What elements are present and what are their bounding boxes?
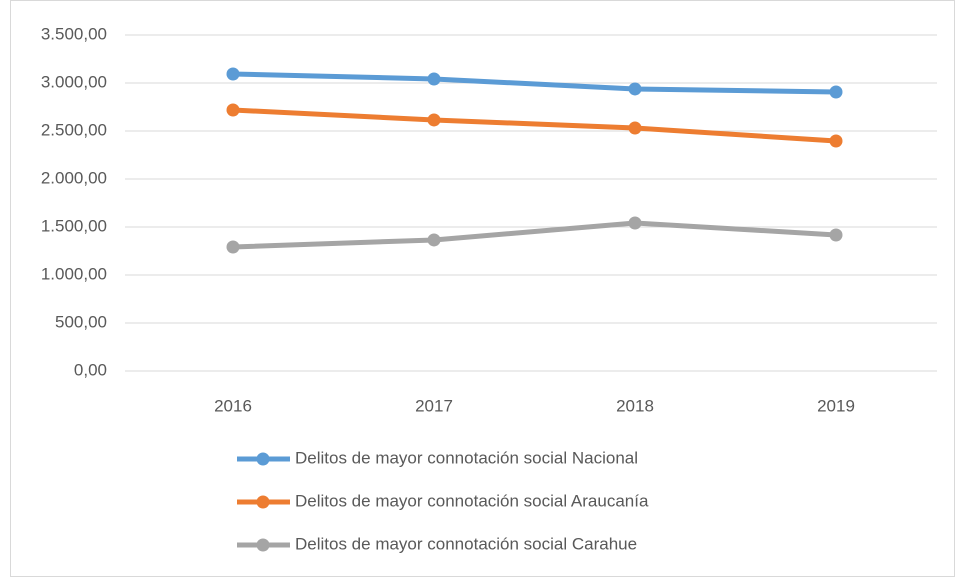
data-point — [628, 216, 642, 230]
data-point — [427, 113, 441, 127]
legend-marker — [256, 452, 270, 466]
x-tick-label: 2019 — [817, 396, 855, 415]
legend-label: Delitos de mayor connotación social Naci… — [295, 448, 638, 467]
data-point — [226, 240, 240, 254]
x-tick-label: 2018 — [616, 396, 654, 415]
y-tick-label: 2.500,00 — [41, 120, 107, 139]
legend-marker — [256, 495, 270, 509]
legend-label: Delitos de mayor connotación social Arau… — [295, 491, 649, 510]
data-point — [628, 82, 642, 96]
data-point — [829, 134, 843, 148]
y-tick-label: 2.000,00 — [41, 168, 107, 187]
y-tick-label: 500,00 — [55, 312, 107, 331]
y-tick-label: 3.500,00 — [41, 24, 107, 43]
chart-border — [10, 0, 955, 577]
data-point — [427, 72, 441, 86]
data-point — [226, 103, 240, 117]
x-tick-label: 2016 — [214, 396, 252, 415]
data-point — [829, 228, 843, 242]
data-point — [829, 85, 843, 99]
y-tick-label: 3.000,00 — [41, 72, 107, 91]
x-tick-label: 2017 — [415, 396, 453, 415]
legend-label: Delitos de mayor connotación social Cara… — [295, 534, 637, 553]
series-line — [230, 107, 839, 144]
legend-marker — [256, 538, 270, 552]
data-point — [427, 233, 441, 247]
data-point — [226, 67, 240, 81]
series-line — [230, 71, 839, 95]
data-point — [628, 121, 642, 135]
y-tick-label: 1.000,00 — [41, 264, 107, 283]
y-tick-label: 0,00 — [74, 360, 107, 379]
y-tick-label: 1.500,00 — [41, 216, 107, 235]
series-line — [230, 220, 839, 250]
